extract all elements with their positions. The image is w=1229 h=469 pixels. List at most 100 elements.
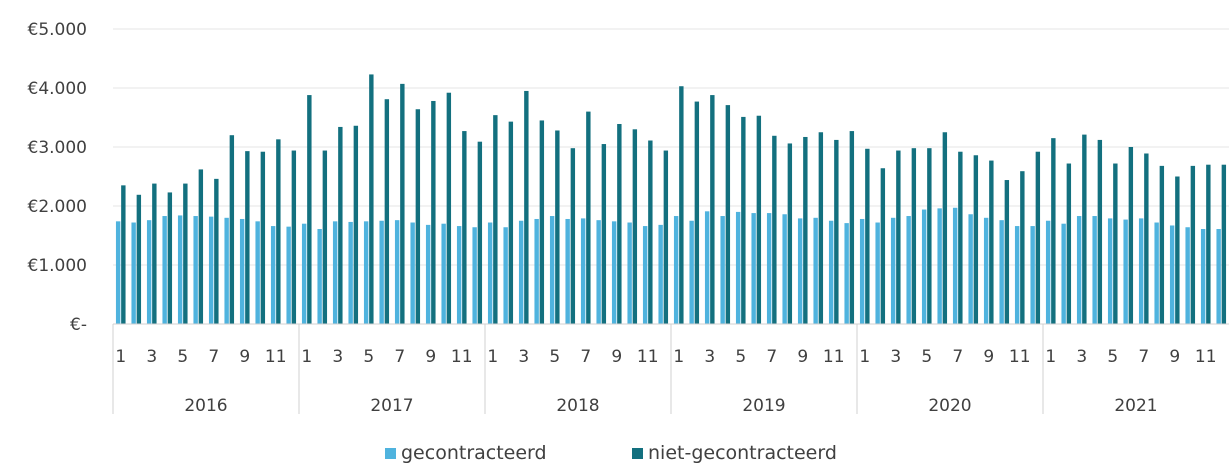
bar-gecontracteerd bbox=[1138, 218, 1144, 324]
bar-niet-gecontracteerd bbox=[896, 150, 901, 324]
bar-gecontracteerd bbox=[131, 222, 136, 324]
bar-niet-gecontracteerd bbox=[400, 83, 405, 325]
bar-gecontracteerd bbox=[456, 226, 462, 324]
bar-gecontracteerd bbox=[301, 223, 307, 324]
bar-gecontracteerd bbox=[534, 218, 539, 324]
bar-niet-gecontracteerd bbox=[307, 95, 312, 324]
bar-gecontracteerd bbox=[1045, 220, 1051, 324]
bar-gecontracteerd bbox=[565, 218, 570, 324]
year-label: 2019 bbox=[742, 396, 785, 416]
bar-niet-gecontracteerd bbox=[989, 160, 994, 324]
bar-gecontracteerd bbox=[735, 211, 741, 324]
bars bbox=[115, 74, 1227, 325]
bar-gecontracteerd bbox=[363, 221, 369, 324]
bar-niet-gecontracteerd bbox=[803, 136, 808, 324]
month-label: 11 bbox=[451, 347, 473, 367]
bar-niet-gecontracteerd bbox=[1128, 147, 1134, 324]
bar-niet-gecontracteerd bbox=[415, 109, 421, 325]
bar-niet-gecontracteerd bbox=[725, 105, 731, 324]
bar-niet-gecontracteerd bbox=[167, 192, 173, 324]
bar-gecontracteerd bbox=[255, 221, 260, 324]
bar-gecontracteerd bbox=[239, 218, 245, 324]
bar-niet-gecontracteerd bbox=[369, 74, 374, 325]
year-label: 2017 bbox=[370, 396, 413, 416]
bar-niet-gecontracteerd bbox=[586, 111, 591, 324]
y-tick-label: €2.000 bbox=[28, 197, 87, 217]
month-label: 11 bbox=[1195, 347, 1217, 367]
bar-niet-gecontracteerd bbox=[384, 99, 390, 325]
bar-gecontracteerd bbox=[115, 221, 121, 324]
bar-niet-gecontracteerd bbox=[1206, 164, 1211, 324]
month-label: 1 bbox=[673, 347, 684, 367]
bar-niet-gecontracteerd bbox=[524, 90, 529, 324]
bar-niet-gecontracteerd bbox=[818, 132, 824, 324]
bar-gecontracteerd bbox=[224, 217, 229, 324]
bar-niet-gecontracteerd bbox=[214, 178, 219, 324]
bar-niet-gecontracteerd bbox=[679, 86, 684, 324]
month-label: 11 bbox=[1009, 347, 1031, 367]
month-label: 9 bbox=[1169, 347, 1180, 367]
bar-gecontracteerd bbox=[689, 220, 694, 324]
month-label: 1 bbox=[859, 347, 870, 367]
bar-niet-gecontracteerd bbox=[152, 183, 157, 324]
bar-niet-gecontracteerd bbox=[694, 101, 700, 324]
month-label: 5 bbox=[1107, 347, 1118, 367]
bar-niet-gecontracteerd bbox=[756, 115, 762, 324]
y-tick-label: €1.000 bbox=[28, 256, 87, 276]
bar-gecontracteerd bbox=[317, 229, 322, 324]
bar-gecontracteerd bbox=[472, 227, 477, 324]
y-tick-label: €5.000 bbox=[28, 20, 87, 40]
month-label: 3 bbox=[704, 347, 715, 367]
bar-niet-gecontracteerd bbox=[1190, 165, 1196, 324]
bar-niet-gecontracteerd bbox=[338, 126, 343, 324]
bar-gecontracteerd bbox=[642, 226, 648, 324]
y-tick-label: €- bbox=[70, 315, 87, 335]
bar-gecontracteerd bbox=[1185, 227, 1190, 324]
legend-swatch bbox=[385, 448, 396, 459]
bar-niet-gecontracteerd bbox=[1020, 171, 1025, 324]
bar-gecontracteerd bbox=[348, 221, 353, 324]
bar-niet-gecontracteerd bbox=[462, 131, 467, 324]
bar-niet-gecontracteerd bbox=[353, 125, 359, 324]
bar-gecontracteerd bbox=[379, 220, 384, 324]
month-label: 11 bbox=[823, 347, 845, 367]
bar-gecontracteerd bbox=[487, 222, 493, 324]
bar-gecontracteerd bbox=[441, 223, 446, 324]
bar-niet-gecontracteerd bbox=[1113, 163, 1118, 324]
bar-niet-gecontracteerd bbox=[973, 155, 979, 324]
bar-gecontracteerd bbox=[983, 217, 989, 324]
legend-label: niet-gecontracteerd bbox=[648, 442, 837, 464]
bar-niet-gecontracteerd bbox=[1051, 138, 1056, 324]
month-label: 5 bbox=[549, 347, 560, 367]
year-label: 2016 bbox=[184, 396, 227, 416]
bar-niet-gecontracteerd bbox=[229, 135, 235, 324]
bar-niet-gecontracteerd bbox=[1144, 153, 1149, 324]
bar-niet-gecontracteerd bbox=[446, 92, 452, 324]
month-label: 7 bbox=[766, 347, 777, 367]
bar-niet-gecontracteerd bbox=[555, 130, 560, 324]
bar-niet-gecontracteerd bbox=[570, 148, 576, 324]
month-label: 11 bbox=[637, 347, 659, 367]
month-label: 7 bbox=[1138, 347, 1149, 367]
bar-niet-gecontracteerd bbox=[865, 148, 870, 324]
bar-gecontracteerd bbox=[1076, 216, 1082, 324]
month-label: 1 bbox=[487, 347, 498, 367]
bar-gecontracteerd bbox=[332, 221, 338, 324]
bar-gecontracteerd bbox=[1123, 219, 1128, 324]
bar-gecontracteerd bbox=[673, 216, 679, 324]
month-label: 9 bbox=[983, 347, 994, 367]
bar-niet-gecontracteerd bbox=[710, 95, 715, 324]
bar-gecontracteerd bbox=[704, 211, 710, 324]
bar-gecontracteerd bbox=[844, 223, 849, 324]
legend-swatch bbox=[632, 448, 643, 459]
bar-gecontracteerd bbox=[425, 224, 431, 324]
bar-gecontracteerd bbox=[208, 216, 214, 324]
year-label: 2020 bbox=[928, 396, 971, 416]
bar-niet-gecontracteerd bbox=[849, 131, 855, 324]
bar-gecontracteerd bbox=[1092, 216, 1097, 324]
bar-niet-gecontracteerd bbox=[663, 150, 669, 324]
bar-gecontracteerd bbox=[503, 227, 508, 324]
bar-niet-gecontracteerd bbox=[1221, 164, 1227, 324]
